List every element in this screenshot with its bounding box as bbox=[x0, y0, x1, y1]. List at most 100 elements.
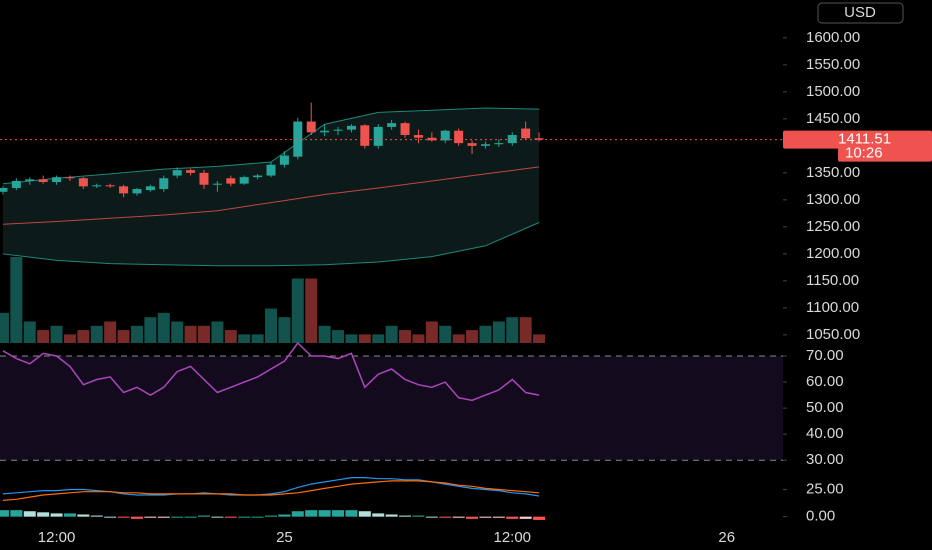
candle-body bbox=[427, 137, 437, 141]
macd-histogram-bar bbox=[506, 516, 519, 519]
macd-histogram-bar bbox=[278, 514, 291, 517]
y-tick-label: 50.00 bbox=[806, 399, 844, 416]
volume-bar bbox=[77, 330, 90, 343]
macd-histogram-bar bbox=[184, 516, 197, 518]
candle-body bbox=[52, 177, 62, 183]
volume-bar bbox=[358, 334, 371, 343]
volume-bar bbox=[318, 325, 331, 343]
candle-body bbox=[306, 121, 316, 133]
candle-body bbox=[199, 172, 209, 185]
macd-histogram-bar bbox=[519, 516, 532, 519]
macd-histogram-bar bbox=[291, 511, 304, 517]
volume-bar bbox=[412, 334, 425, 343]
candle-body bbox=[507, 135, 517, 144]
macd-histogram-bar bbox=[211, 516, 224, 518]
macd-histogram-bar bbox=[358, 511, 371, 517]
y-tick-label: 1150.00 bbox=[806, 272, 859, 289]
macd-histogram-bar bbox=[104, 516, 117, 518]
macd-histogram-bar bbox=[251, 516, 264, 518]
last-price-label: 1411.51 bbox=[838, 131, 891, 148]
volume-bar bbox=[130, 325, 143, 343]
rsi-line bbox=[2, 341, 540, 402]
macd-histogram-bar bbox=[157, 516, 170, 518]
y-tick-label: 30.00 bbox=[806, 451, 844, 468]
volume-bar bbox=[197, 325, 210, 343]
candle-body bbox=[387, 123, 397, 127]
volume-bar bbox=[63, 334, 76, 343]
candle-body bbox=[78, 178, 88, 187]
candle-body bbox=[400, 123, 410, 136]
volume-bar bbox=[23, 321, 36, 343]
candle-body bbox=[239, 177, 249, 184]
macd-histogram-bar bbox=[318, 510, 331, 517]
volume-bar bbox=[117, 330, 130, 343]
volume-bar bbox=[157, 312, 170, 343]
y-tick-label: 70.00 bbox=[806, 347, 844, 364]
x-tick-label: 12:00 bbox=[38, 529, 76, 546]
candle-body bbox=[119, 186, 129, 194]
volume-bar bbox=[171, 321, 184, 343]
macd-histogram-bar bbox=[197, 515, 210, 517]
macd-histogram-bar bbox=[305, 510, 318, 517]
volume-bar bbox=[519, 317, 532, 343]
macd-histogram-bar bbox=[0, 510, 9, 517]
currency-button[interactable]: USD bbox=[817, 2, 904, 24]
candle-body bbox=[25, 179, 35, 181]
volume-bar bbox=[305, 278, 318, 343]
volume-bar bbox=[104, 321, 117, 343]
macd-histogram-bar bbox=[77, 514, 90, 517]
macd-histogram-bar bbox=[479, 516, 492, 518]
macd-histogram-bar bbox=[117, 516, 130, 518]
y-tick-label: 1200.00 bbox=[806, 245, 860, 262]
y-tick-label: 0.00 bbox=[806, 508, 835, 525]
x-tick-label: 26 bbox=[718, 529, 735, 546]
candle-body bbox=[145, 186, 155, 191]
macd-histogram-bar bbox=[452, 516, 465, 518]
macd-histogram-bar bbox=[466, 516, 479, 519]
volume-bar bbox=[533, 334, 546, 343]
candle-body bbox=[226, 178, 236, 184]
volume-bar bbox=[238, 334, 251, 343]
macd-histogram-bar bbox=[399, 515, 412, 517]
candle-body bbox=[279, 155, 289, 165]
y-tick-label: 60.00 bbox=[806, 373, 844, 390]
candle-body bbox=[413, 135, 423, 138]
macd-histogram-bar bbox=[130, 516, 143, 519]
volume-bar bbox=[399, 330, 412, 343]
candle-body bbox=[212, 183, 222, 185]
candle-body bbox=[253, 175, 263, 178]
y-tick-label: 1100.00 bbox=[806, 299, 859, 316]
candle-body bbox=[320, 130, 330, 133]
currency-label[interactable]: USD bbox=[844, 4, 876, 21]
macd-histogram-bar bbox=[533, 516, 546, 520]
volume-bar bbox=[439, 325, 452, 343]
candle-body bbox=[105, 185, 115, 187]
macd-histogram-bar bbox=[492, 516, 505, 518]
volume-bar bbox=[37, 330, 50, 343]
countdown-label: 10:26 bbox=[845, 145, 883, 162]
volume-bar bbox=[332, 330, 345, 343]
volume-bar bbox=[425, 321, 438, 343]
candle-body bbox=[266, 164, 276, 176]
candle-body bbox=[360, 125, 370, 146]
volume-bar bbox=[385, 325, 398, 343]
candle-body bbox=[293, 121, 303, 157]
macd-histogram-bar bbox=[171, 516, 184, 518]
candle-body bbox=[11, 180, 21, 188]
currency-button-frame[interactable] bbox=[817, 2, 904, 24]
volume-bar bbox=[251, 334, 264, 343]
macd-histogram-bar bbox=[224, 516, 237, 518]
macd-histogram-bar bbox=[50, 513, 63, 517]
volume-bar bbox=[345, 334, 358, 343]
y-tick-label: 1600.00 bbox=[806, 29, 860, 46]
last-price-box bbox=[783, 130, 932, 149]
macd-histogram-bar bbox=[439, 516, 452, 518]
volume-bar bbox=[0, 312, 9, 343]
macd-histogram-bar bbox=[23, 511, 36, 517]
volume-bar bbox=[291, 278, 304, 343]
macd-histogram-bar bbox=[265, 515, 278, 517]
candle-body bbox=[534, 138, 544, 140]
y-tick-label: 1500.00 bbox=[806, 83, 860, 100]
candle-body bbox=[521, 128, 531, 139]
